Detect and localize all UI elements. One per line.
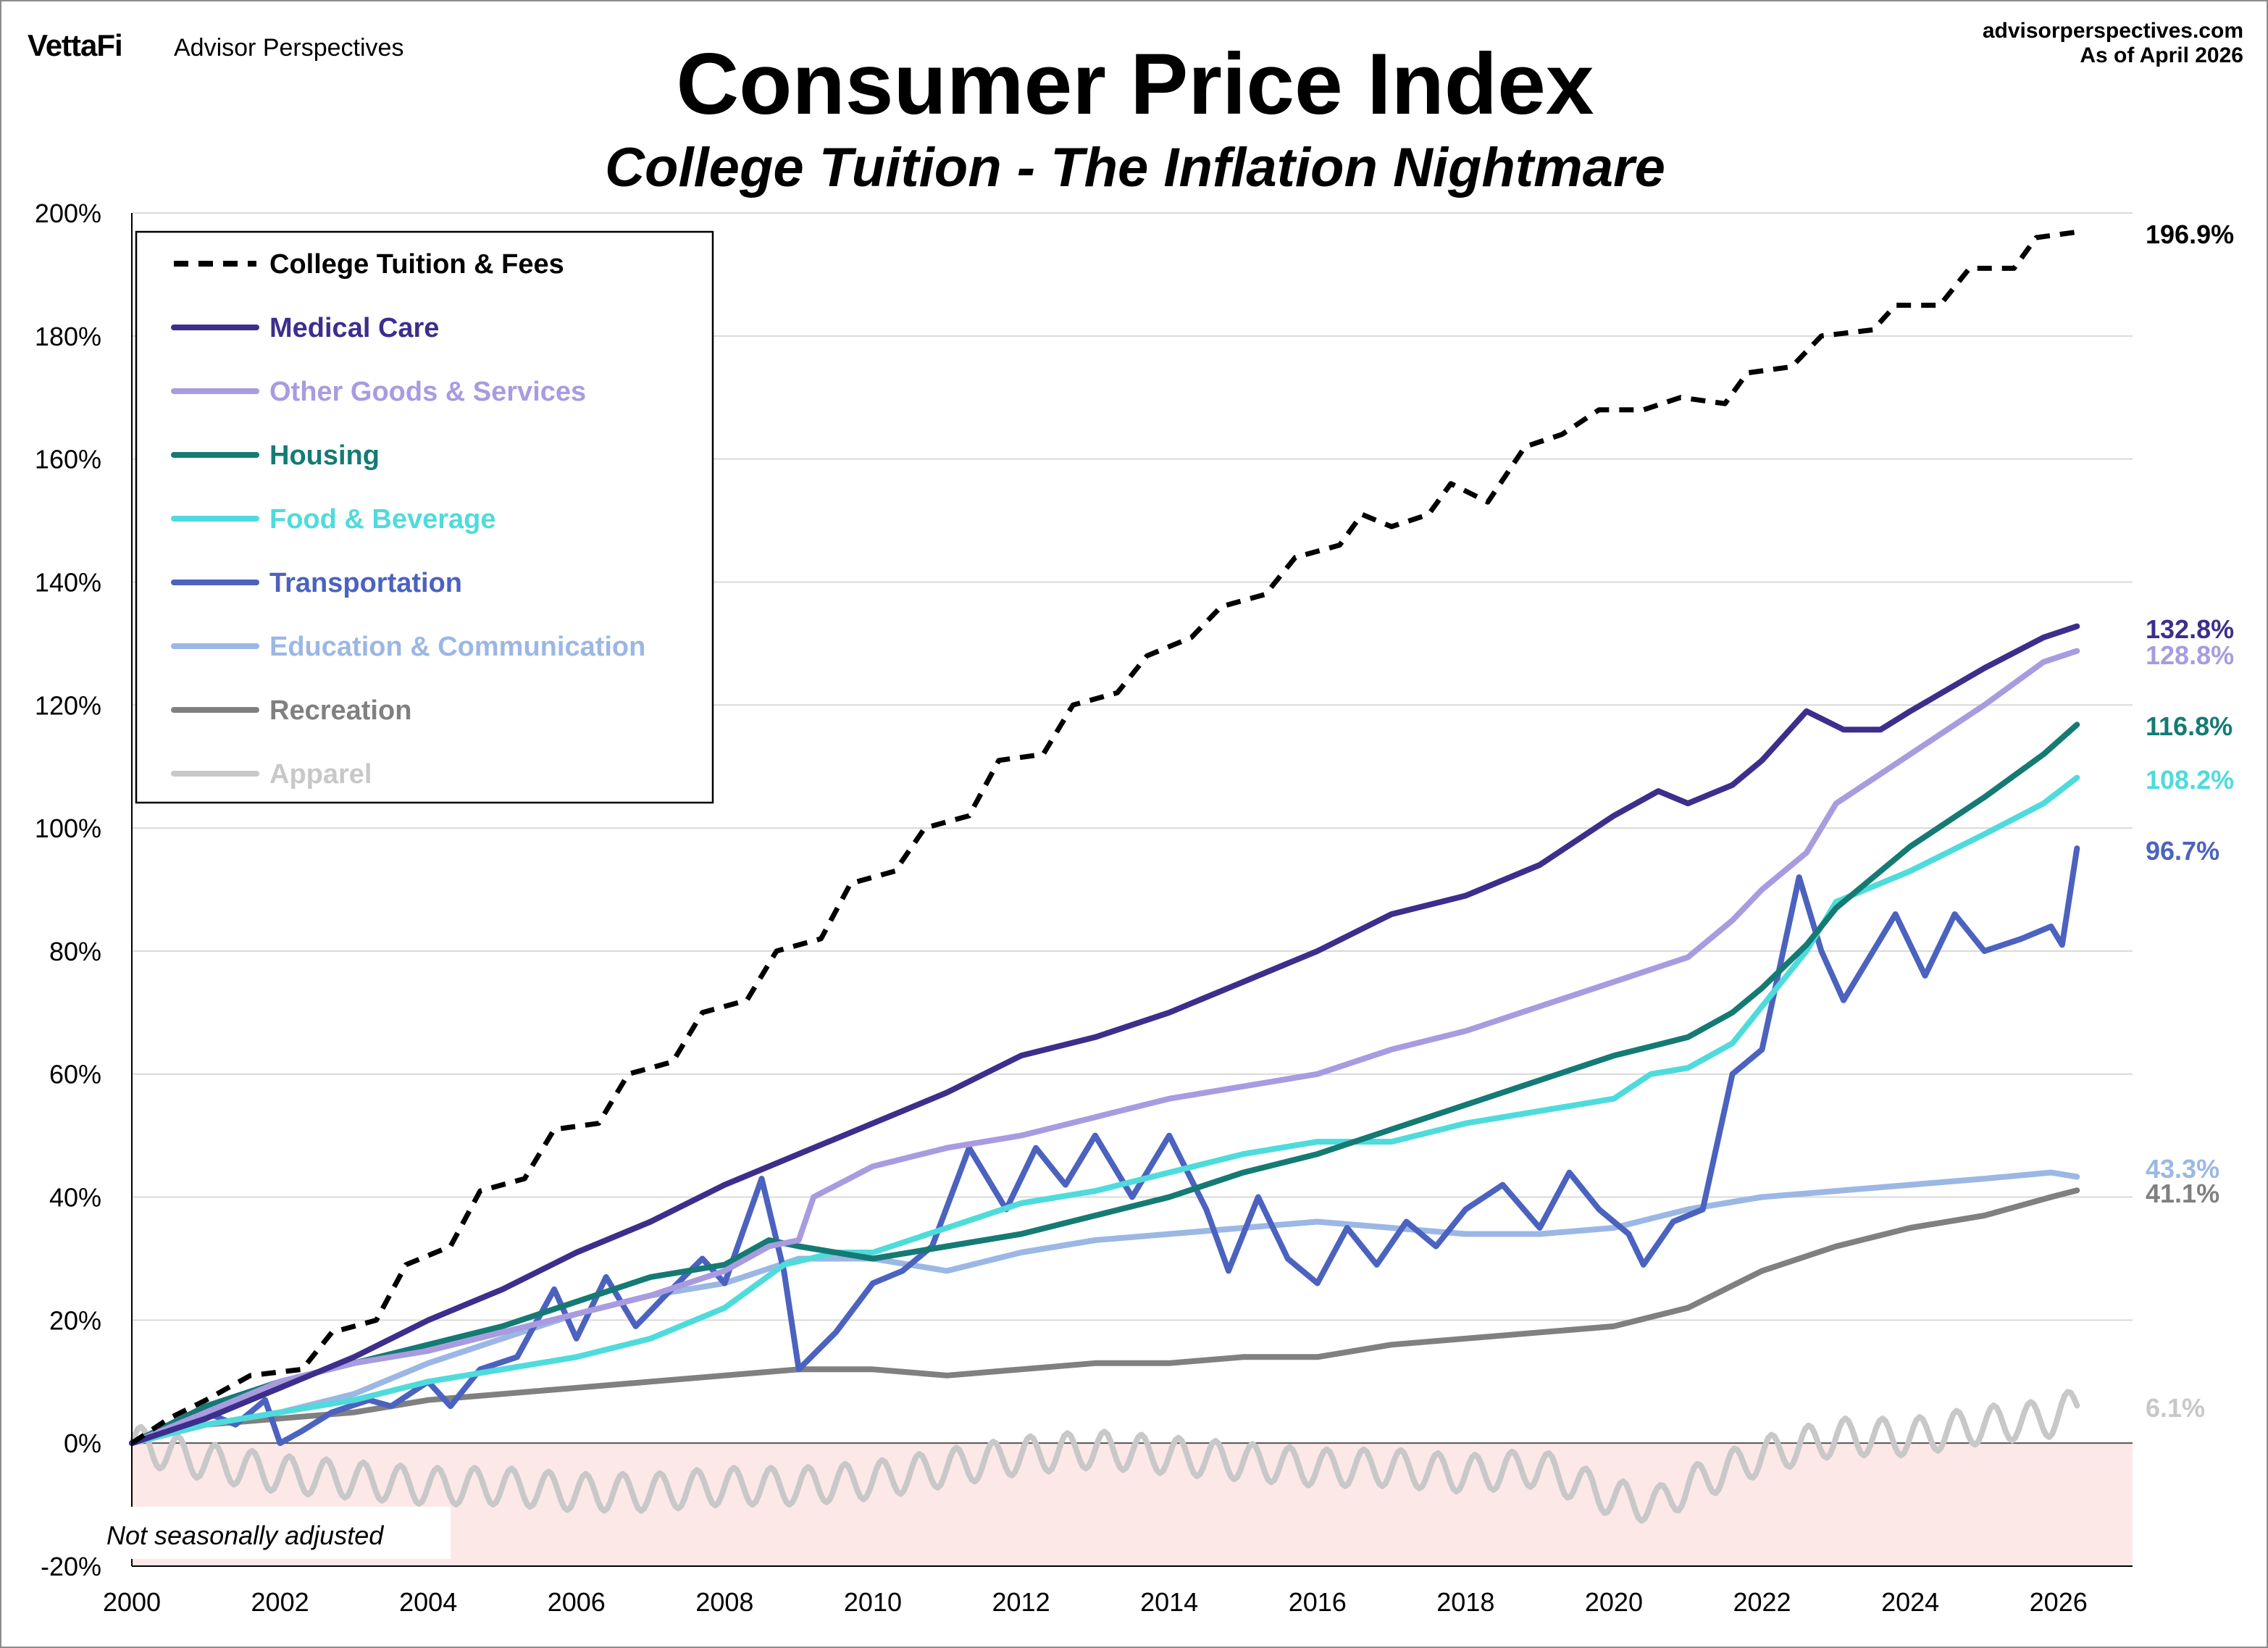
x-tick-label: 2016 xyxy=(1289,1587,1347,1617)
series-line-other-goods-services xyxy=(129,648,2080,1447)
x-tick-label: 2018 xyxy=(1436,1587,1494,1617)
x-tick-label: 2004 xyxy=(399,1587,457,1617)
x-tick-label: 2008 xyxy=(695,1587,753,1617)
legend-label: Food & Beverage xyxy=(269,504,496,535)
x-tick-label: 2026 xyxy=(2030,1587,2088,1617)
x-tick-label: 2000 xyxy=(103,1587,161,1617)
chart-title: Consumer Price Index xyxy=(676,35,1594,133)
end-label: 128.8% xyxy=(2146,640,2234,670)
x-tick-label: 2020 xyxy=(1585,1587,1643,1617)
end-label: 116.8% xyxy=(2146,711,2233,741)
y-tick-label: 120% xyxy=(35,690,101,720)
end-label: 108.2% xyxy=(2146,765,2234,795)
y-tick-label: 60% xyxy=(49,1060,101,1089)
y-tick-label: 100% xyxy=(35,813,101,843)
x-tick-label: 2006 xyxy=(548,1587,606,1617)
legend-label: Transportation xyxy=(269,568,462,598)
series-line-food-beverage xyxy=(129,774,2080,1447)
legend: College Tuition & Fees Medical Care Other … xyxy=(135,230,714,804)
end-label: 6.1% xyxy=(2146,1393,2205,1423)
brand-logo: VettaFi xyxy=(28,28,122,62)
legend-label: Medical Care xyxy=(269,313,439,343)
end-label: 132.8% xyxy=(2146,614,2234,644)
x-tick-label: 2024 xyxy=(1881,1587,1939,1617)
note-text: Not seasonally adjusted xyxy=(106,1521,384,1550)
as-of-date: As of April 2026 xyxy=(2080,43,2243,67)
series-line-medical-care xyxy=(129,623,2080,1447)
negative-region xyxy=(132,1443,2133,1566)
source-site: advisorperspectives.com xyxy=(1983,19,2243,43)
x-tick-label: 2012 xyxy=(992,1587,1050,1617)
end-label: 41.1% xyxy=(2146,1179,2219,1208)
y-tick-label: 160% xyxy=(35,445,101,474)
series-line-apparel xyxy=(129,1389,2080,1524)
x-tick-label: 2022 xyxy=(1733,1587,1791,1617)
legend-label: Apparel xyxy=(269,759,372,790)
note-box: Not seasonally adjusted xyxy=(99,1507,451,1559)
brand-name: Advisor Perspectives xyxy=(174,34,403,62)
series-line-recreation xyxy=(129,1187,2080,1447)
legend-label: Housing xyxy=(269,440,380,471)
y-tick-label: 200% xyxy=(35,198,101,228)
legend-label: Other Goods & Services xyxy=(269,377,586,407)
series-line-housing xyxy=(129,721,2080,1447)
y-tick-label: 40% xyxy=(49,1183,101,1213)
series-line-education-communication xyxy=(129,1169,2080,1447)
x-tick-label: 2002 xyxy=(251,1587,309,1617)
y-tick-label: 20% xyxy=(49,1305,101,1335)
series-line-college-tuition-fees xyxy=(130,229,2077,1446)
y-tick-label: 140% xyxy=(35,567,101,597)
end-label: 43.3% xyxy=(2146,1154,2219,1184)
legend-label: Recreation xyxy=(269,695,411,726)
legend-label: Education & Communication xyxy=(269,632,645,662)
y-tick-label: -20% xyxy=(41,1552,101,1581)
series-line-transportation xyxy=(129,845,2080,1447)
x-tick-label: 2010 xyxy=(844,1587,902,1617)
end-label: 96.7% xyxy=(2146,836,2219,866)
end-label: 196.9% xyxy=(2146,219,2234,249)
y-tick-label: 80% xyxy=(49,937,101,966)
legend-label: College Tuition & Fees xyxy=(269,249,564,280)
y-tick-label: 180% xyxy=(35,322,101,351)
y-tick-label: 0% xyxy=(64,1429,101,1458)
chart-subtitle: College Tuition - The Inflation Nightmar… xyxy=(605,137,1665,198)
x-tick-label: 2014 xyxy=(1140,1587,1198,1617)
